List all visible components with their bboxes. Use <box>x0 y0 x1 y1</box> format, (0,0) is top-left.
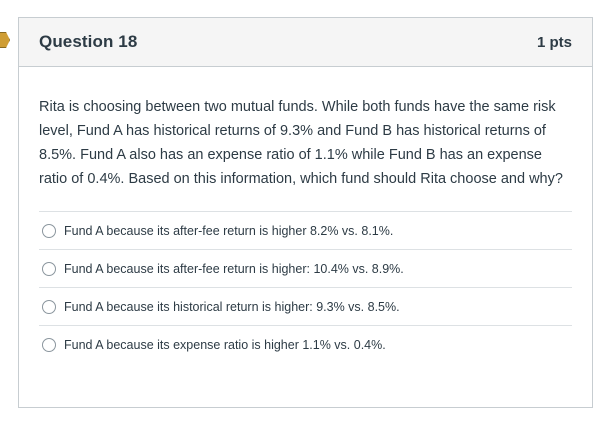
answer-option-2[interactable]: Fund A because its after-fee return is h… <box>39 250 572 288</box>
question-body: Rita is choosing between two mutual fund… <box>19 67 592 363</box>
radio-button-icon[interactable] <box>42 261 56 276</box>
answer-label[interactable]: Fund A because its expense ratio is high… <box>64 337 386 352</box>
question-header: Question 18 1 pts <box>19 18 592 67</box>
question-title: Question 18 <box>39 32 138 51</box>
answer-option-4[interactable]: Fund A because its expense ratio is high… <box>39 326 572 363</box>
answer-label[interactable]: Fund A because its historical return is … <box>64 299 400 314</box>
answer-label[interactable]: Fund A because its after-fee return is h… <box>64 261 404 276</box>
radio-button-icon[interactable] <box>42 337 56 352</box>
radio-button-icon[interactable] <box>42 299 56 314</box>
question-card: Question 18 1 pts Rita is choosing betwe… <box>18 17 593 408</box>
radio-button-icon[interactable] <box>42 223 56 238</box>
question-flag-icon[interactable] <box>0 32 10 48</box>
question-points: 1 pts <box>536 33 572 51</box>
answer-option-3[interactable]: Fund A because its historical return is … <box>39 288 572 326</box>
answer-option-1[interactable]: Fund A because its after-fee return is h… <box>39 212 572 250</box>
answer-label[interactable]: Fund A because its after-fee return is h… <box>64 223 394 238</box>
question-text: Rita is choosing between two mutual fund… <box>39 99 563 187</box>
answer-list: Fund A because its after-fee return is h… <box>39 211 572 363</box>
